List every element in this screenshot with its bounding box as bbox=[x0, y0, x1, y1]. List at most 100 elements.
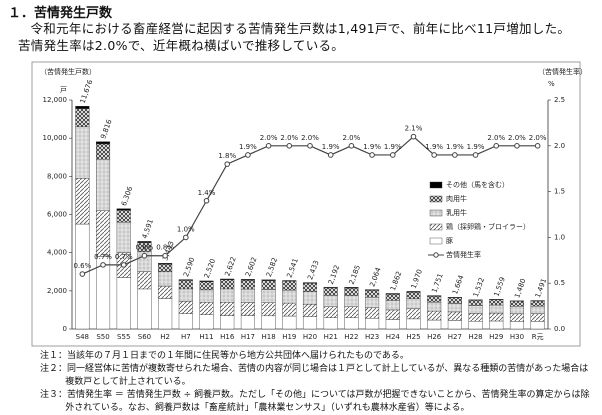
rate-label: 2.0% bbox=[487, 134, 505, 142]
rate-point bbox=[245, 152, 251, 158]
bar-segment bbox=[261, 280, 276, 290]
y-tick-label: 2,000 bbox=[47, 287, 67, 295]
x-tick-label: R元 bbox=[532, 333, 544, 341]
bar-segment bbox=[530, 305, 545, 314]
bar-segment bbox=[509, 313, 524, 322]
bar-segment bbox=[365, 290, 380, 298]
legend-label: 鶏（採卵鶏・ブロイラー） bbox=[446, 222, 530, 231]
bar-segment bbox=[447, 320, 462, 330]
bar-segment bbox=[240, 279, 255, 281]
bar-segment bbox=[427, 301, 442, 312]
rate-label: 2.0% bbox=[301, 134, 319, 142]
rate-label: 2.0% bbox=[342, 134, 360, 142]
rate-point bbox=[369, 152, 375, 158]
bar-segment bbox=[282, 280, 297, 282]
x-tick-label: S48 bbox=[76, 333, 89, 341]
bar-segment bbox=[96, 143, 111, 160]
bar-segment bbox=[137, 288, 152, 330]
x-tick-label: H24 bbox=[386, 333, 401, 341]
x-tick-label: H17 bbox=[241, 333, 255, 341]
bar-segment bbox=[447, 303, 462, 313]
legend-swatch bbox=[429, 181, 443, 189]
bar-segment bbox=[509, 321, 524, 330]
rate-point bbox=[493, 143, 500, 149]
note: 注１：当該年の７月１日までの１年間に住民等から地方公共団体へ届けられたものである… bbox=[40, 351, 409, 361]
bar-segment bbox=[158, 271, 173, 287]
bar-segment bbox=[323, 306, 338, 318]
bar-segment bbox=[468, 300, 483, 306]
bar-segment bbox=[385, 293, 400, 295]
bar-segment bbox=[116, 221, 131, 253]
bar-segment bbox=[261, 302, 276, 317]
bar-segment bbox=[530, 313, 545, 322]
rate-label: 1.9% bbox=[446, 143, 464, 151]
bar-segment bbox=[447, 297, 462, 304]
rate-point bbox=[472, 152, 479, 158]
y-tick-label: 6,000 bbox=[47, 211, 67, 219]
y2-tick-label: 1.0 bbox=[554, 233, 565, 241]
rate-label: 1.4% bbox=[198, 189, 216, 197]
bar-segment bbox=[75, 105, 90, 109]
rate-label: 2.0% bbox=[508, 134, 526, 142]
total-label: 1,480 bbox=[513, 278, 527, 300]
chart: （苦情発生戸数） 戸 （苦情発生率） % 0 2,000 4,000 6,000 8,0… bbox=[31, 61, 587, 347]
legend-swatch bbox=[429, 195, 443, 203]
bar-segment bbox=[158, 285, 173, 299]
total-label: 2,064 bbox=[368, 266, 383, 288]
bar-segment bbox=[406, 308, 421, 320]
bar-segment bbox=[302, 282, 318, 284]
bar-segment bbox=[75, 108, 90, 127]
bar-segment bbox=[489, 299, 504, 300]
total-label: 4,591 bbox=[141, 218, 155, 240]
bar-segment bbox=[489, 304, 504, 314]
bar-segment bbox=[468, 305, 483, 314]
bar-segment bbox=[158, 263, 173, 265]
bar-segment bbox=[75, 178, 90, 225]
x-tick-label: H22 bbox=[344, 333, 358, 341]
bar-segment bbox=[199, 289, 214, 303]
rate-label: 0.8% bbox=[156, 244, 174, 252]
bar-segment bbox=[427, 295, 442, 297]
bar-segment bbox=[75, 126, 90, 179]
bar-segment bbox=[220, 288, 235, 303]
notes: 注１：当該年の７月１日までの１年間に住民等から地方公共団体へ届けられたものである… bbox=[40, 350, 590, 415]
legend-label: 豚 bbox=[446, 237, 453, 245]
bar-segment bbox=[199, 314, 214, 330]
bar-segment bbox=[344, 287, 359, 289]
x-tick-label: H21 bbox=[324, 333, 338, 341]
total-label: 1,532 bbox=[472, 277, 486, 299]
x-tick-label: H30 bbox=[510, 333, 524, 341]
bar-segment bbox=[282, 302, 297, 317]
bar-segment bbox=[365, 318, 380, 330]
rate-label: 1.8% bbox=[218, 152, 236, 160]
bar-segment bbox=[344, 317, 359, 330]
bar-segment bbox=[406, 291, 421, 299]
heading: １．苦情発生戸数 bbox=[8, 6, 113, 21]
x-tick-label: S50 bbox=[96, 333, 109, 341]
bar-segment bbox=[220, 315, 235, 330]
rate-point bbox=[514, 143, 520, 149]
bar-segment bbox=[302, 283, 318, 292]
x-tick-label: H28 bbox=[468, 333, 482, 341]
rate-point bbox=[452, 152, 458, 158]
bar-segment bbox=[344, 287, 359, 296]
y2-tick-label: 2.5 bbox=[554, 96, 565, 104]
rate-label: 2.0% bbox=[280, 134, 298, 142]
total-label: 1,970 bbox=[410, 268, 424, 290]
rate-label: 0.7% bbox=[94, 253, 112, 261]
bar-segment bbox=[344, 306, 359, 318]
total-label: 1,862 bbox=[389, 270, 403, 292]
bar-segment bbox=[323, 287, 338, 296]
total-label: 2,590 bbox=[182, 256, 196, 278]
rate-label: 1.0% bbox=[177, 225, 195, 233]
y2-tick-label: 0.5 bbox=[554, 279, 565, 287]
bar-segment bbox=[365, 289, 380, 291]
bar-segment bbox=[365, 297, 380, 309]
bar-segment bbox=[178, 279, 193, 281]
x-tick-label: S55 bbox=[117, 333, 130, 341]
bar-segment bbox=[323, 286, 338, 289]
total-label: 2,520 bbox=[203, 258, 217, 280]
x-tick-label: H7 bbox=[181, 333, 191, 341]
bar-segment bbox=[489, 299, 504, 306]
